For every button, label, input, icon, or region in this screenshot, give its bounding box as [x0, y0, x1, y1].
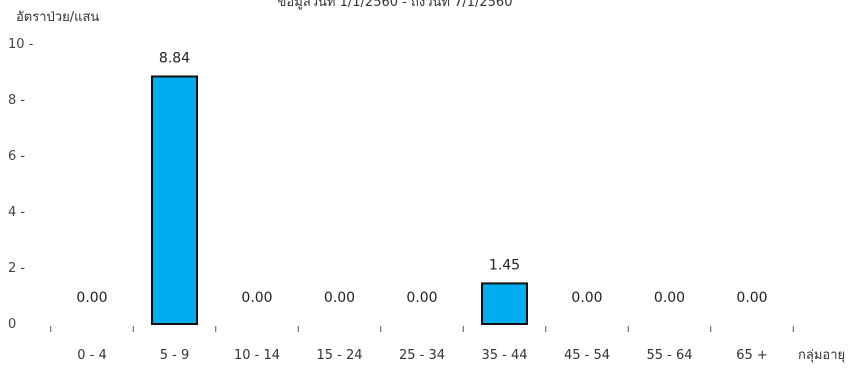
chart-subtitle: ข้อมูลวันที่ 1/1/2560 - ถึงวันที่ 7/1/25…	[278, 0, 513, 10]
x-tick-label: 65 +	[736, 348, 768, 363]
y-tick-label: 0	[8, 317, 16, 332]
y-tick-label: 8 -	[8, 93, 25, 108]
x-axis-label: กลุ่มอายุ	[798, 348, 845, 363]
y-axis-ticks: 0 2 - 4 - 6 - 8 - 10 -	[8, 37, 34, 332]
x-tick-label: 45 - 54	[564, 348, 610, 363]
data-label: 0.00	[571, 290, 602, 306]
x-axis-ticks: 0 - 4 5 - 9 10 - 14 15 - 24 25 - 34 35 - 44 45…	[50, 326, 794, 363]
y-tick-label: 2 -	[8, 261, 25, 276]
x-tick-label: 25 - 34	[399, 348, 445, 363]
data-labels: 0.00 8.84 0.00 0.00 0.00 1.45 0.00 0.00 0.00	[76, 50, 767, 306]
data-label: 8.84	[159, 50, 190, 66]
x-tick-label: 55 - 64	[646, 348, 692, 363]
y-tick-label: 10 -	[8, 37, 34, 52]
data-label: 0.00	[736, 290, 767, 306]
data-label: 0.00	[324, 290, 355, 306]
data-label: 1.45	[489, 257, 520, 273]
x-tick-label: 35 - 44	[481, 348, 527, 363]
bar	[481, 282, 528, 325]
x-tick-label: 15 - 24	[316, 348, 362, 363]
data-label: 0.00	[654, 290, 685, 306]
x-tick-label: 10 - 14	[234, 348, 280, 363]
x-tick-label: 5 - 9	[160, 348, 190, 363]
bar	[151, 75, 198, 326]
y-tick-label: 4 -	[8, 205, 25, 220]
y-tick-label: 6 -	[8, 149, 25, 164]
data-label: 0.00	[76, 290, 107, 306]
y-axis-label: อัตราป่วย/แสน	[16, 10, 99, 25]
bars	[151, 75, 528, 326]
data-label: 0.00	[241, 290, 272, 306]
x-tick-label: 0 - 4	[77, 348, 107, 363]
data-label: 0.00	[406, 290, 437, 306]
